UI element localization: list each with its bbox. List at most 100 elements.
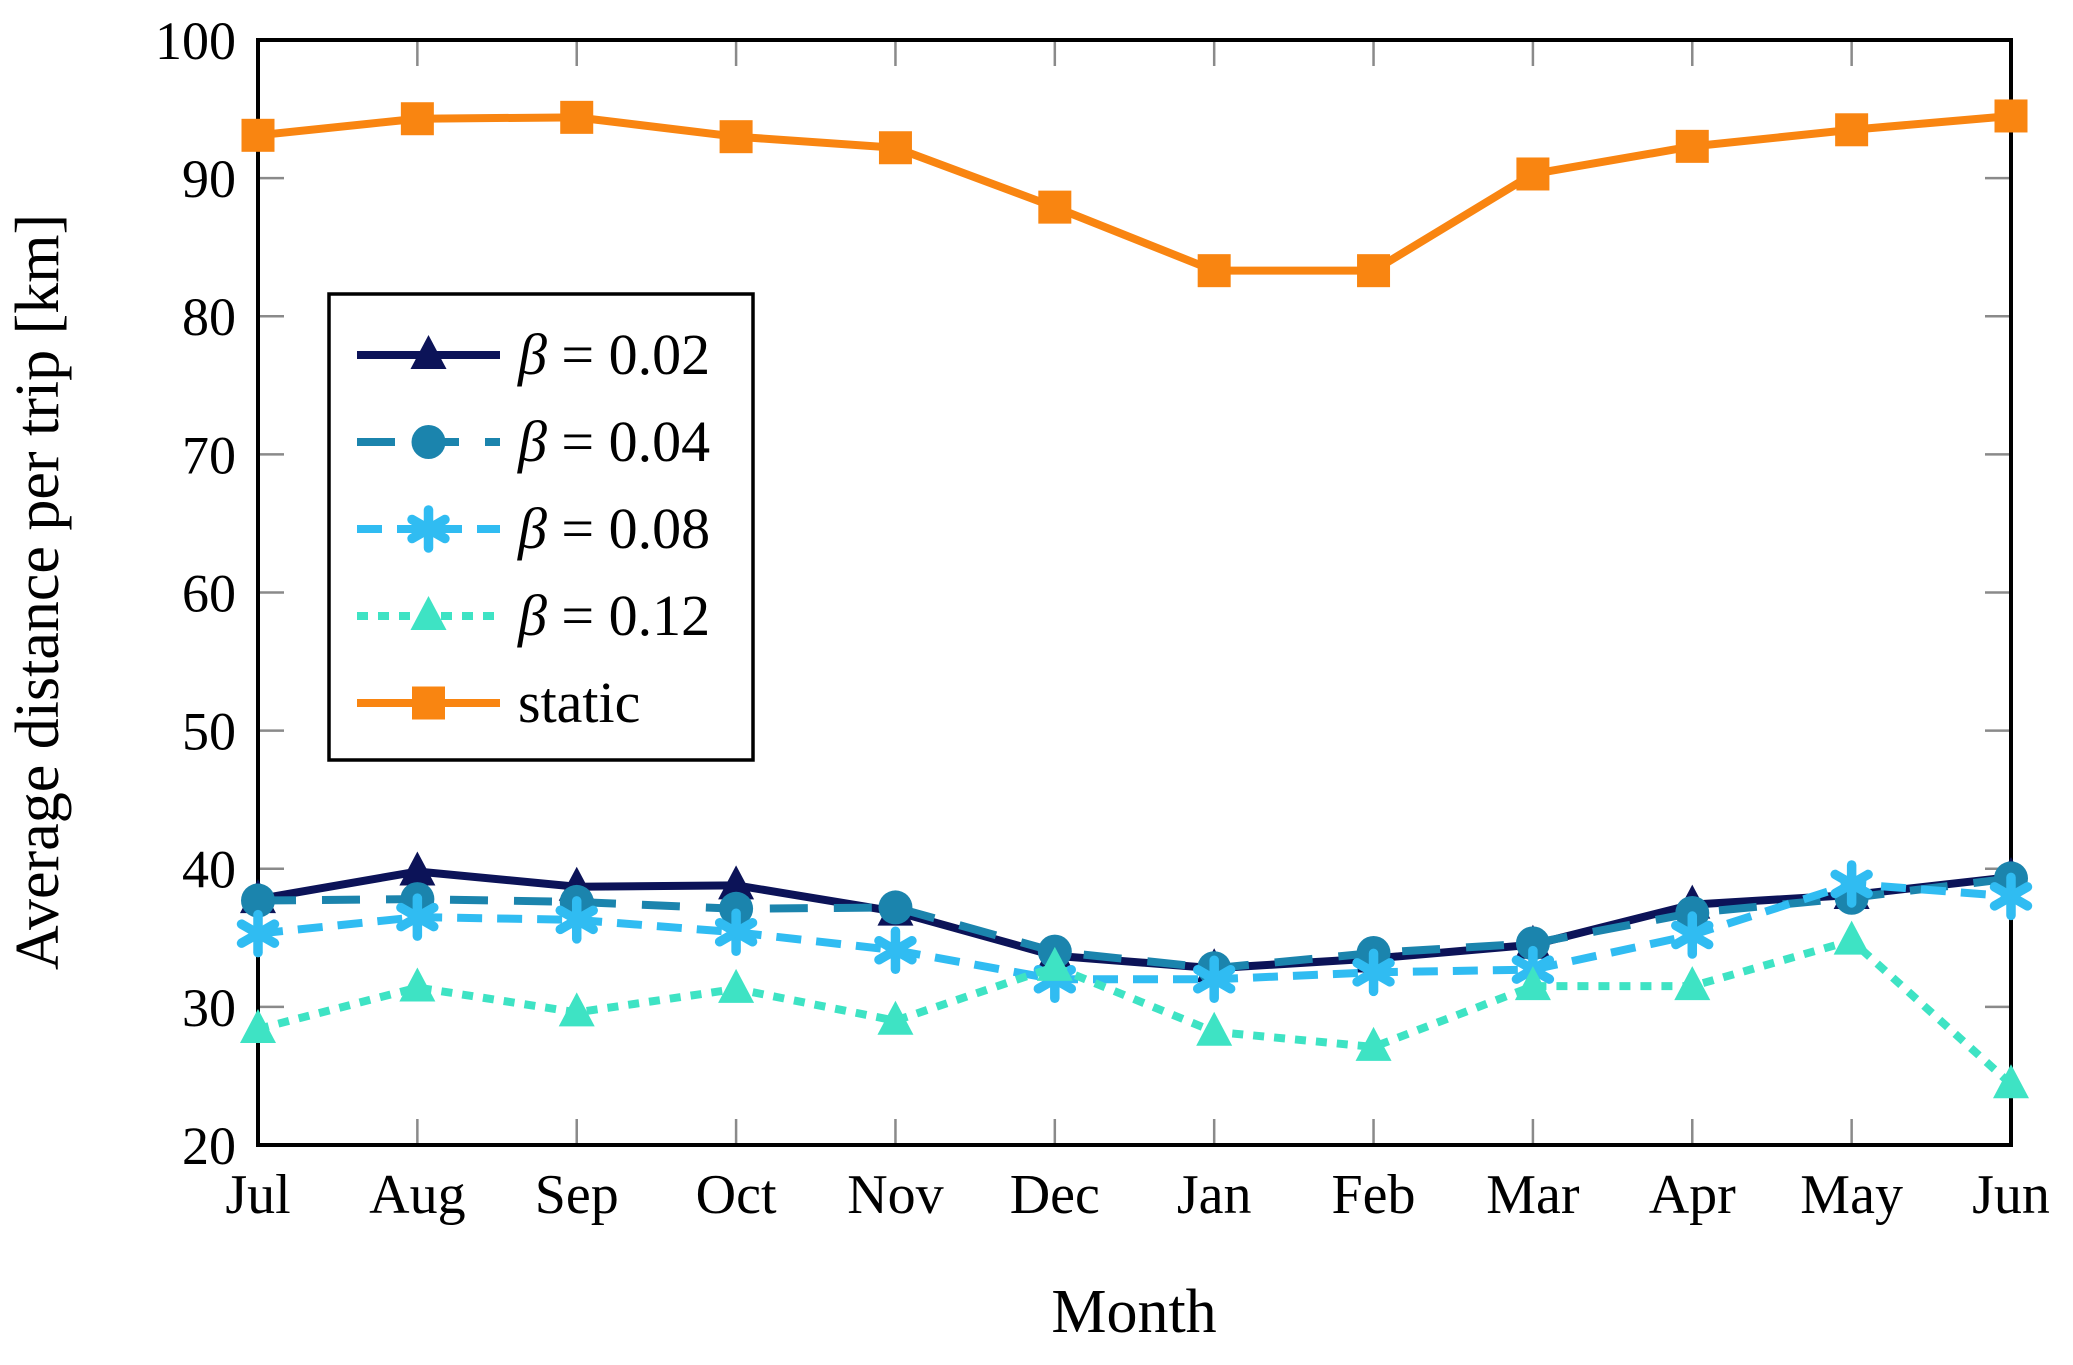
triangle-marker (410, 335, 447, 369)
square-marker (1675, 129, 1709, 163)
legend-entry: static (357, 670, 640, 735)
legend-label: β = 0.12 (517, 583, 710, 648)
square-marker (1835, 113, 1869, 147)
asterisk-marker (396, 893, 439, 941)
axis-ticks (258, 40, 2011, 1145)
y-tick-labels: 20 30 40 50 60 70 80 90 100 (155, 11, 236, 1176)
series-line (257, 879, 2012, 984)
legend-label: β = 0.08 (517, 496, 710, 561)
triangle-marker (1036, 946, 1073, 981)
plot-frame (256, 38, 2013, 1147)
series-line (256, 936, 2014, 1088)
triangle-marker (1196, 1011, 1233, 1046)
square-marker (1197, 254, 1231, 288)
legend-entry: β = 0.08 (357, 496, 710, 561)
triangle-marker (1674, 966, 1711, 1001)
circle-marker (878, 890, 913, 925)
asterisk-arm (1192, 965, 1236, 994)
square-marker (719, 120, 753, 154)
y-tick-label: 80 (182, 287, 236, 347)
asterisk-marker (1192, 955, 1236, 1003)
y-tick-label: 20 (182, 1116, 236, 1176)
circle-marker (411, 425, 446, 459)
triangle-marker (240, 1008, 276, 1043)
triangle-marker (1993, 1064, 2029, 1099)
y-tick-label: 30 (182, 978, 236, 1038)
series-beta-0.08 (236, 860, 2033, 1003)
asterisk-arm (407, 514, 450, 544)
legend: β = 0.02 β = 0.04 β = 0.08 β = 0.12 static (327, 292, 755, 762)
asterisk-marker (236, 909, 280, 958)
asterisk-marker (1352, 948, 1395, 997)
asterisk-marker (1671, 911, 1714, 959)
asterisk-arm (1671, 920, 1714, 950)
y-tick-label: 50 (182, 702, 236, 762)
y-tick-label: 40 (182, 840, 236, 900)
triangle-marker (410, 596, 447, 630)
asterisk-marker (407, 505, 450, 553)
square-marker (560, 100, 594, 134)
square-marker (878, 131, 912, 165)
y-tick-label: 90 (182, 149, 236, 209)
x-tick-label: Sep (535, 1164, 619, 1226)
legend-label: static (518, 670, 640, 735)
circle-marker (1515, 926, 1550, 961)
square-marker (1994, 99, 2028, 133)
series-beta-0.12 (240, 920, 2029, 1099)
legend-entry: β = 0.12 (357, 583, 710, 648)
asterisk-arm (396, 902, 439, 932)
asterisk-arm (1989, 882, 2033, 911)
x-tick-label: Jun (1972, 1164, 2050, 1226)
triangle-marker (399, 851, 436, 886)
asterisk-arm (1352, 958, 1395, 987)
x-tick-label: Jul (225, 1164, 290, 1226)
asterisk-marker (1830, 860, 1873, 908)
x-tick-label: Jan (1177, 1164, 1252, 1226)
series-static (241, 99, 2028, 288)
asterisk-marker (714, 908, 758, 957)
triangle-marker (1355, 1026, 1392, 1061)
series-line (257, 111, 2012, 275)
y-tick-label: 70 (182, 425, 236, 485)
triangle-marker (1833, 920, 1870, 955)
x-tick-label: Mar (1486, 1164, 1580, 1226)
x-tick-label: May (1800, 1164, 1903, 1226)
x-tick-label: Aug (369, 1164, 465, 1226)
square-marker (1357, 254, 1391, 288)
x-tick-label: Feb (1332, 1164, 1416, 1226)
asterisk-marker (874, 926, 917, 974)
y-tick-label: 60 (182, 563, 236, 623)
x-tick-label: Oct (696, 1164, 777, 1226)
legend-label: β = 0.02 (517, 322, 710, 387)
series-line (257, 867, 2012, 973)
y-axis-label: Average distance per trip [km] (4, 214, 72, 970)
asterisk-arm (874, 935, 917, 965)
y-tick-label: 100 (155, 11, 236, 71)
square-marker (1516, 157, 1550, 191)
triangle-marker (1514, 966, 1551, 1001)
circle-marker (241, 883, 275, 918)
x-tick-label: Dec (1010, 1164, 1100, 1226)
x-tick-labels: Jul Aug Sep Oct Nov Dec Jan Feb Mar Apr May Jun (225, 1164, 2050, 1226)
x-axis-label: Month (1051, 1278, 1216, 1346)
triangle-marker (877, 1000, 914, 1035)
asterisk-marker (555, 896, 598, 944)
asterisk-arm (1830, 869, 1873, 899)
asterisk-arm (555, 905, 598, 935)
asterisk-marker (1989, 872, 2033, 921)
legend-entry: β = 0.04 (357, 409, 710, 474)
square-marker (412, 686, 445, 720)
asterisk-arm (714, 918, 758, 947)
triangle-marker (718, 968, 755, 1003)
legend-entry: β = 0.02 (357, 322, 710, 387)
triangle-marker (718, 865, 755, 900)
triangle-marker (558, 992, 595, 1027)
x-tick-label: Nov (847, 1164, 943, 1226)
square-marker (1038, 190, 1072, 224)
series-line (257, 874, 2012, 973)
triangle-marker (399, 967, 436, 1002)
legend-label: β = 0.04 (517, 409, 710, 474)
square-marker (241, 118, 275, 152)
